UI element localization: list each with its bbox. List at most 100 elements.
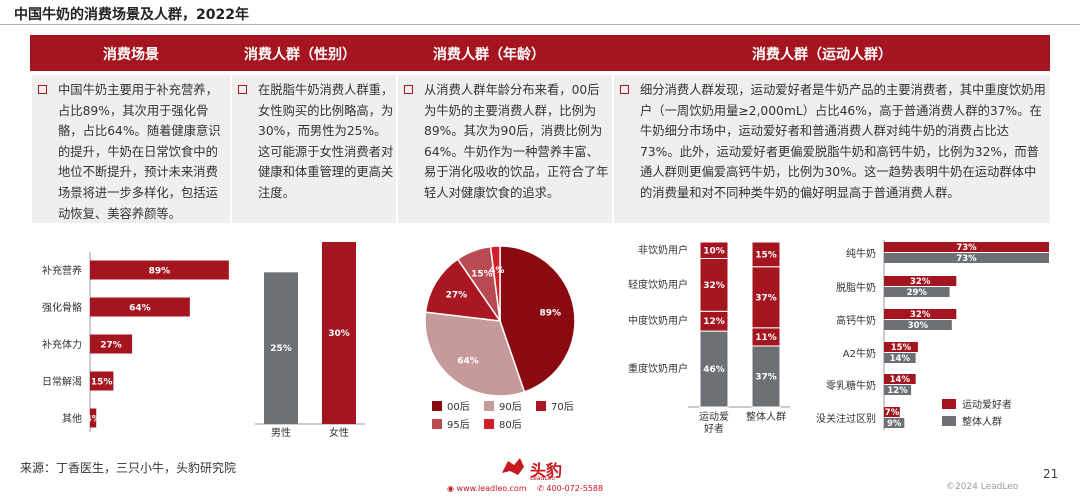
age-legend-label: 95后 [447, 419, 470, 431]
square-bullet-icon [238, 85, 247, 94]
type-bar [884, 309, 957, 319]
type-label: A2牛奶 [843, 347, 876, 360]
age-legend-swatch [484, 419, 494, 429]
scene-value-label: 64% [129, 304, 151, 314]
age-legend-label: 90后 [499, 401, 522, 413]
usage-segment-label: 轻度饮奶用户 [628, 278, 688, 291]
age-slice-label: 15% [471, 269, 493, 279]
description-cards: 中国牛奶主要用于补充营养，占比89%，其次用于强化骨骼，占比64%。随着健康意识… [30, 71, 1050, 227]
type-bar [884, 287, 950, 297]
type-legend-swatch [942, 399, 956, 409]
type-legend-label: 运动爱好者 [962, 398, 1012, 411]
gender-label: 男性 [271, 426, 291, 439]
gender-value-label: 30% [328, 329, 350, 339]
card-text: 在脱脂牛奶消费人群重，女性购买的比例略高，为30%，而男性为25%。这可能源于女… [258, 83, 394, 200]
globe-icon: ◉ [447, 484, 454, 493]
type-value-label: 7% [885, 408, 900, 418]
usage-bar-segment [699, 241, 729, 259]
source-note: 来源：丁香医生，三只小牛，头豹研究院 [20, 461, 237, 475]
age-legend-label: 70后 [551, 401, 574, 413]
header-age: 消费人群（年龄） [433, 47, 545, 63]
usage-value-label: 11% [755, 333, 777, 343]
copyright: ©2024 LeadLeo [946, 482, 1019, 492]
type-value-label: 15% [891, 343, 912, 353]
card-consumption-scene: 中国牛奶主要用于补充营养，占比89%，其次用于强化骨骼，占比64%。随着健康意识… [32, 75, 230, 223]
card-text: 细分消费人群发现，运动爱好者是牛奶产品的主要消费者，其中重度饮奶用户（一周饮奶用… [640, 83, 1046, 200]
scene-label: 日常解渴 [42, 375, 82, 388]
scene-value-label: 89% [149, 267, 171, 277]
type-bar [884, 353, 916, 363]
type-bar [884, 342, 918, 352]
scene-value-label: 15% [91, 378, 113, 388]
type-bar [884, 242, 1049, 252]
usage-bar-segment [751, 266, 781, 329]
website-link[interactable]: www.leadleo.com [456, 484, 527, 493]
card-sports: 细分消费人群发现，运动爱好者是牛奶产品的主要消费者，其中重度饮奶用户（一周饮奶用… [614, 75, 1050, 223]
type-value-label: 9% [887, 419, 902, 429]
header-sports: 消费人群（运动人群） [752, 47, 892, 63]
type-label: 没关注过区别 [816, 412, 876, 425]
type-bar [884, 407, 900, 417]
usage-category-label: 整体人群 [746, 410, 786, 423]
type-bar [884, 253, 1049, 263]
scene-label: 强化骨骼 [42, 301, 82, 314]
header-gender: 消费人群（性别） [244, 47, 356, 63]
scene-label: 补充体力 [42, 338, 82, 351]
scene-bar [90, 334, 133, 354]
scene-value-label: 4% [85, 415, 100, 425]
type-bar [884, 374, 916, 384]
usage-value-label: 12% [703, 317, 725, 327]
scene-value-label: 27% [100, 341, 122, 351]
type-label: 零乳糖牛奶 [826, 379, 876, 392]
type-value-label: 12% [887, 386, 908, 396]
column-header-band: 消费场景 消费人群（性别） 消费人群（年龄） 消费人群（运动人群） [30, 35, 1050, 71]
usage-segment-label: 中度饮奶用户 [628, 314, 688, 327]
phone-number: 400-072-5588 [546, 484, 604, 493]
type-label: 纯牛奶 [846, 247, 876, 260]
type-value-label: 73% [956, 243, 977, 253]
type-value-label: 14% [890, 375, 911, 385]
usage-bar-segment [699, 258, 729, 312]
age-legend-label: 00后 [447, 401, 470, 413]
gender-value-label: 25% [270, 344, 292, 354]
age-pie-slice [499, 245, 576, 393]
usage-value-label: 37% [755, 372, 777, 382]
phone-icon: ✆ [537, 484, 544, 493]
scene-bar [90, 408, 97, 428]
type-value-label: 29% [907, 288, 928, 298]
type-legend-label: 整体人群 [962, 415, 1002, 428]
scene-label: 补充营养 [42, 264, 82, 277]
age-pie-slice [424, 258, 502, 322]
usage-value-label: 10% [703, 246, 725, 256]
title-divider [0, 24, 1080, 25]
brand-name: 头豹 [530, 461, 563, 480]
age-slice-label: 64% [457, 357, 479, 367]
age-legend-swatch [432, 401, 442, 411]
usage-value-label: 32% [703, 281, 725, 291]
age-legend-swatch [432, 419, 442, 429]
type-bar [884, 276, 957, 286]
gender-label: 女性 [329, 426, 349, 439]
age-legend-label: 80后 [499, 419, 522, 431]
scene-label: 其他 [62, 412, 82, 425]
type-legend-swatch [942, 416, 956, 426]
type-value-label: 32% [910, 310, 931, 320]
type-label: 高钙牛奶 [836, 314, 876, 327]
age-slice-label: 27% [446, 291, 468, 301]
card-age: 从消费人群年龄分布来看，00后为牛奶的主要消费人群，比例为89%。其次为90后，… [398, 75, 612, 223]
page-number: 21 [1043, 467, 1059, 481]
type-bar [884, 418, 905, 428]
age-slice-label: 89% [540, 309, 562, 319]
scene-bar [90, 297, 190, 317]
square-bullet-icon [620, 85, 629, 94]
age-legend-swatch [484, 401, 494, 411]
brand-contact: ◉ www.leadleo.com ✆ 400-072-5588 [447, 484, 603, 493]
scene-bar [90, 371, 114, 391]
usage-segment-label: 重度饮奶用户 [628, 362, 688, 375]
type-value-label: 14% [890, 354, 911, 364]
square-bullet-icon [38, 85, 47, 94]
card-gender: 在脱脂牛奶消费人群重，女性购买的比例略高，为30%，而男性为25%。这可能源于女… [232, 75, 396, 223]
usage-value-label: 46% [703, 365, 725, 375]
type-bar [884, 320, 952, 330]
